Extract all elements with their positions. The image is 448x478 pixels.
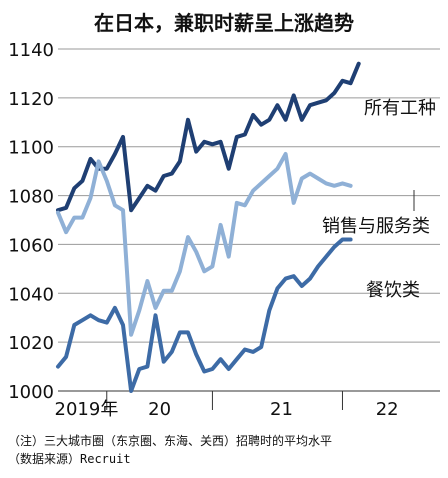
all-jobs-line: [56, 61, 361, 213]
y-axis-tick-labels: 1000 1020 1040 1060 1080 1100 1120 1140: [8, 40, 54, 403]
x-tick-label: 21: [270, 399, 293, 420]
y-tick-label: 1000: [8, 382, 54, 403]
y-tick-label: 1060: [8, 235, 54, 256]
y-tick-label: 1140: [8, 40, 54, 61]
x-tick-label: 22: [376, 399, 399, 420]
chart-title: 在日本，兼职时薪呈上涨趋势: [94, 11, 354, 35]
gridlines: [58, 48, 440, 343]
x-tick-label: 2019年: [55, 399, 119, 420]
food-service-label: 餐饮类: [366, 280, 420, 301]
footnote: （注）三大城市圈（东京圈、东海、关西）招聘时的平均水平: [8, 433, 332, 448]
source-note: （数据来源）Recruit: [8, 451, 131, 466]
series-lines: [56, 61, 361, 393]
y-tick-label: 1120: [8, 89, 54, 110]
y-tick-label: 1040: [8, 284, 54, 305]
x-axis: 2019年 20 21 22: [55, 390, 440, 420]
y-tick-label: 1020: [8, 333, 54, 354]
food-service-line: [56, 237, 353, 393]
y-tick-label: 1100: [8, 138, 54, 159]
sales-service-label: 销售与服务类: [322, 216, 430, 237]
x-tick-label: 20: [148, 399, 171, 420]
y-tick-label: 1080: [8, 187, 54, 208]
sales-service-line: [56, 152, 353, 337]
all-jobs-label: 所有工种: [364, 98, 436, 119]
